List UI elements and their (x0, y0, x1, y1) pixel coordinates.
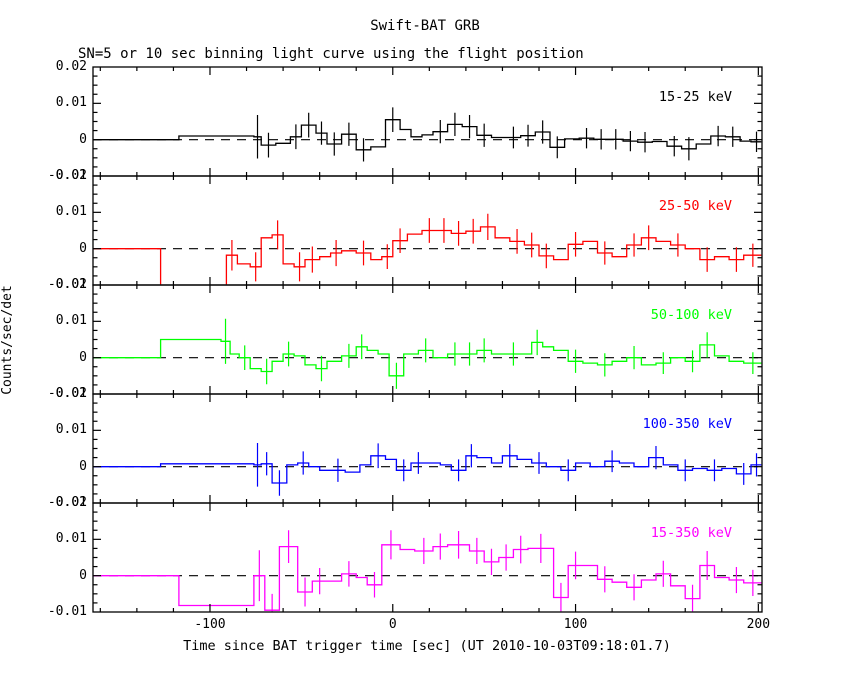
y-tick-label-0.01: 0.01 (55, 422, 87, 438)
y-tick-label-0.02: 0.02 (55, 59, 87, 74)
y-tick-label-0: 0 (79, 131, 87, 147)
panel-25-50-kev (93, 213, 762, 285)
y-tick-label--0.01: -0.01 (47, 168, 87, 183)
panel-border (92, 502, 763, 613)
y-tick-label--0.01: -0.01 (47, 386, 87, 401)
y-tick-label-0.02: 0.02 (55, 277, 87, 292)
y-tick-label-0: 0 (79, 458, 87, 474)
plot-title: Swift-BAT GRB (370, 18, 480, 34)
y-tick-label-0.02: 0.02 (55, 495, 87, 510)
band-label-25-50-kev: 25-50 keV (658, 198, 732, 214)
y-tick-label-0: 0 (79, 567, 87, 583)
y-tick-label-0.01: 0.01 (55, 531, 87, 547)
panel-15-25-kev (93, 107, 762, 162)
x-tick-label-0: 0 (388, 617, 397, 632)
y-tick-label--0.01: -0.01 (47, 495, 87, 510)
band-label-15-25-kev: 15-25 keV (658, 89, 732, 105)
panel-15-350-kev (93, 530, 762, 612)
y-tick-label-0.01: 0.01 (55, 204, 87, 220)
light-curve-15-350-kev (93, 544, 762, 611)
y-axis-label: Counts/sec/det (0, 285, 15, 395)
panel-100-350-kev (93, 443, 762, 496)
y-tick-label--0.01: -0.01 (47, 604, 87, 619)
panel-ticks (93, 503, 762, 612)
light-curve-100-350-kev (93, 455, 762, 484)
y-tick-label-0: 0 (79, 240, 87, 256)
panel-ticks (93, 394, 762, 503)
panel-ticks (93, 67, 762, 176)
light-curve-50-100-kev (93, 338, 762, 377)
panel-border (92, 393, 763, 504)
panel-border (92, 66, 763, 177)
x-axis-label: Time since BAT trigger time [sec] (UT 20… (183, 638, 671, 654)
light-curve-15-25-kev (93, 119, 762, 151)
x-tick-label--100: -100 (194, 617, 226, 632)
plot-subtitle: SN=5 or 10 sec binning light curve using… (78, 46, 584, 62)
y-tick-label-0.01: 0.01 (55, 95, 87, 111)
band-label-50-100-kev: 50-100 keV (650, 307, 732, 323)
band-label-15-350-kev: 15-350 keV (650, 525, 732, 541)
band-label-100-350-kev: 100-350 keV (642, 416, 732, 432)
light-curve-25-50-kev (93, 226, 762, 285)
panel-ticks (93, 176, 762, 285)
panel-ticks (93, 285, 762, 394)
y-tick-label-0.01: 0.01 (55, 313, 87, 329)
y-tick-label-0.02: 0.02 (55, 168, 87, 183)
y-tick-label-0: 0 (79, 349, 87, 365)
y-tick-label-0.02: 0.02 (55, 386, 87, 401)
panel-50-100-kev (93, 318, 762, 389)
y-tick-label--0.01: -0.01 (47, 277, 87, 292)
x-tick-label-100: 100 (563, 617, 588, 632)
x-tick-label-200: 200 (746, 617, 771, 632)
